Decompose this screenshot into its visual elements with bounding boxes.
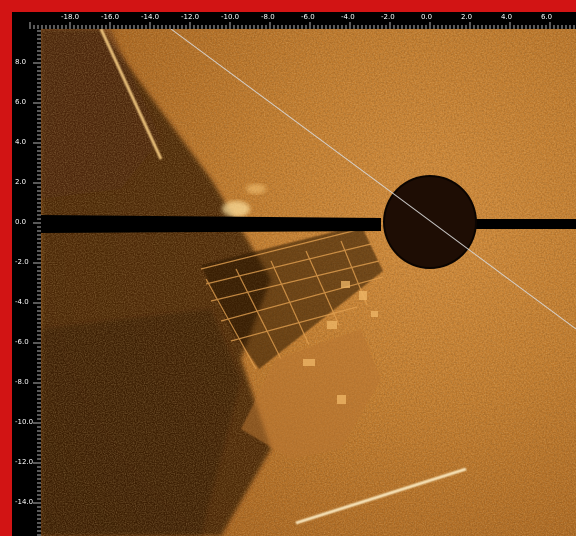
x-axis-tick-label: 2.0 <box>461 13 473 21</box>
x-axis-ruler: -18.0 -16.0 -14.0 -12.0 -10.0 -8.0 -6.0 -4.0 -2.… <box>12 12 576 29</box>
y-axis-tick-label: -14.0 <box>15 498 34 506</box>
sonar-sweep-line <box>170 29 576 330</box>
x-axis-tick-label: -12.0 <box>181 13 200 21</box>
y-axis-ruler: 8.0 6.0 4.0 2.0 0.0 -2.0 -4.0 -6.0 -8.0 -10.0 -12.… <box>12 29 41 536</box>
x-axis-tick-label: -2.0 <box>381 13 395 21</box>
x-axis-tick-label: -16.0 <box>101 13 120 21</box>
y-axis-tick-label: -4.0 <box>15 298 29 306</box>
bright-return-spot <box>246 184 266 194</box>
x-axis-tick-label: -4.0 <box>341 13 355 21</box>
x-axis-ticks <box>29 22 575 29</box>
x-axis-tick-label: -18.0 <box>61 13 80 21</box>
y-axis-ticks <box>33 30 41 536</box>
x-axis-tick-label: 4.0 <box>501 13 513 21</box>
debris-reflection <box>295 467 467 525</box>
bright-return-spot <box>222 201 250 217</box>
sonar-image-canvas[interactable] <box>41 29 576 536</box>
y-axis-tick-label: 0.0 <box>15 218 27 226</box>
x-axis-tick-label: -6.0 <box>301 13 315 21</box>
y-axis-tick-label: 8.0 <box>15 58 27 66</box>
x-axis-tick-label: -8.0 <box>261 13 275 21</box>
y-axis-tick-label: 2.0 <box>15 178 27 186</box>
y-axis-tick-label: -6.0 <box>15 338 29 346</box>
x-axis-tick-label: -14.0 <box>141 13 160 21</box>
nadir-band-left <box>41 215 381 233</box>
hull-edge-reflection <box>99 29 163 160</box>
y-axis-tick-label: -10.0 <box>15 418 34 426</box>
y-axis-tick-label: 6.0 <box>15 98 27 106</box>
x-axis-tick-label: 6.0 <box>541 13 553 21</box>
x-axis-tick-label: 0.0 <box>421 13 433 21</box>
wreck-structure <box>200 225 384 459</box>
y-axis-tick-label: -2.0 <box>15 258 29 266</box>
transducer-blind-spot <box>384 176 476 268</box>
y-axis-tick-label: -12.0 <box>15 458 34 466</box>
x-axis-tick-label: -10.0 <box>221 13 240 21</box>
y-axis-tick-label: 4.0 <box>15 138 27 146</box>
nadir-band-right <box>461 219 576 229</box>
y-axis-tick-label: -8.0 <box>15 378 29 386</box>
